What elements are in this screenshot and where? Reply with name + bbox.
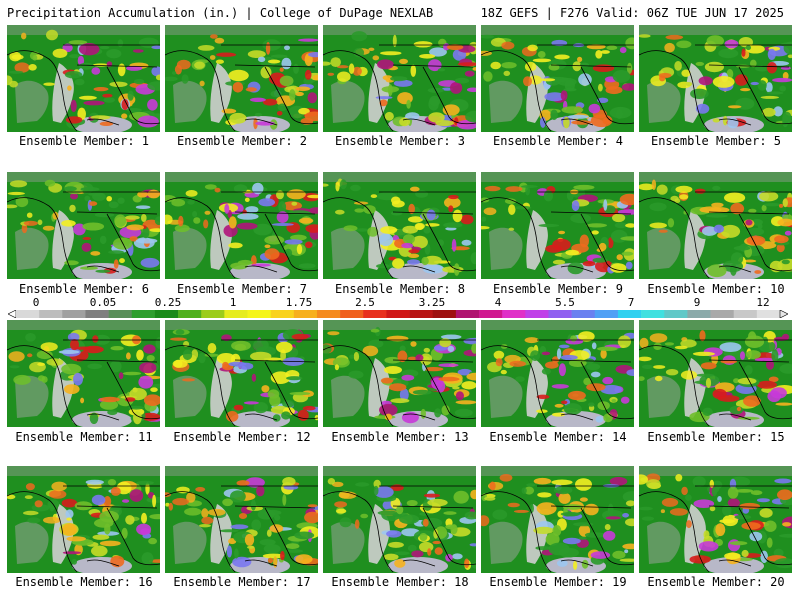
ensemble-member-map	[323, 172, 476, 279]
colorbar-swatch	[270, 310, 295, 318]
colorbar-swatch	[571, 310, 596, 318]
ensemble-member-label: Ensemble Member: 11	[15, 430, 153, 444]
colorbar-tick-label: 0	[32, 296, 40, 309]
colorbar-swatch	[108, 310, 133, 318]
ensemble-member-map	[481, 25, 634, 132]
colorbar-swatch	[502, 310, 526, 318]
ensemble-member-label: Ensemble Member: 15	[647, 430, 785, 444]
colorbar-swatch	[756, 310, 781, 318]
colorbar-swatch	[201, 310, 225, 318]
ensemble-member-map	[165, 466, 318, 573]
ensemble-member-map	[165, 25, 318, 132]
ensemble-member-label: Ensemble Member: 18	[331, 575, 469, 589]
colorbar-swatch	[247, 310, 271, 318]
ensemble-member-label: Ensemble Member: 12	[173, 430, 311, 444]
colorbar-swatch	[617, 310, 642, 318]
colorbar-tick-label: 3.25	[418, 296, 446, 309]
ensemble-member-map	[323, 25, 476, 132]
colorbar-tick-label: 7	[627, 296, 635, 309]
ensemble-member-label: Ensemble Member: 4	[492, 134, 624, 148]
ensemble-member-label: Ensemble Member: 1	[18, 134, 150, 148]
colorbar-swatch	[455, 310, 480, 318]
ensemble-member-label: Ensemble Member: 5	[650, 134, 782, 148]
colorbar-swatch	[594, 310, 619, 318]
ensemble-member-label: Ensemble Member: 2	[176, 134, 308, 148]
colorbar-swatch	[548, 310, 572, 318]
ensemble-member-map	[7, 25, 160, 132]
colorbar-swatch	[224, 310, 248, 318]
colorbar-tick-label: 2.5	[355, 296, 375, 309]
product-title: Precipitation Accumulation (in.) | Colle…	[7, 6, 434, 20]
colorbar-swatch	[316, 310, 341, 318]
ensemble-member-label: Ensemble Member: 19	[489, 575, 627, 589]
colorbar-tick-label: 9	[693, 296, 701, 309]
ensemble-member-label: Ensemble Member: 8	[334, 282, 466, 296]
colorbar-min-arrow	[8, 310, 17, 318]
precipitation-color-scale	[8, 310, 788, 318]
colorbar-tick-label: 1.75	[285, 296, 313, 309]
ensemble-member-label: Ensemble Member: 16	[15, 575, 153, 589]
colorbar-swatch	[409, 310, 434, 318]
ensemble-member-map	[165, 320, 318, 427]
colorbar-tick-label: 4	[494, 296, 502, 309]
colorbar-swatch	[363, 310, 387, 318]
ensemble-member-map	[481, 172, 634, 279]
colorbar-max-arrow	[779, 310, 788, 318]
ensemble-member-map	[165, 172, 318, 279]
map-header: Precipitation Accumulation (in.) | Colle…	[0, 0, 800, 22]
colorbar-swatch	[293, 310, 318, 318]
ensemble-member-map	[639, 320, 792, 427]
ensemble-member-label: Ensemble Member: 17	[173, 575, 311, 589]
colorbar-swatch	[525, 310, 549, 318]
ensemble-member-map	[7, 466, 160, 573]
ensemble-member-label: Ensemble Member: 3	[334, 134, 466, 148]
colorbar-tick-label: 0.25	[154, 296, 182, 309]
ensemble-member-label: Ensemble Member: 14	[489, 430, 627, 444]
colorbar-tick-label: 0.05	[89, 296, 117, 309]
colorbar-swatch	[710, 310, 734, 318]
colorbar-swatch	[664, 310, 688, 318]
colorbar-swatch	[62, 310, 86, 318]
colorbar-swatch	[131, 310, 156, 318]
colorbar-swatch	[154, 310, 179, 318]
ensemble-member-map	[639, 466, 792, 573]
colorbar-tick-label: 12	[756, 296, 770, 309]
colorbar-swatch	[178, 310, 202, 318]
run-valid-time: 18Z GEFS | F276 Valid: 06Z TUE JUN 17 20…	[480, 6, 784, 20]
ensemble-member-map	[639, 172, 792, 279]
colorbar-swatch	[641, 310, 665, 318]
ensemble-member-map	[323, 320, 476, 427]
colorbar-swatch	[479, 310, 503, 318]
ensemble-member-map	[323, 466, 476, 573]
colorbar-swatch	[687, 310, 711, 318]
ensemble-member-label: Ensemble Member: 13	[331, 430, 469, 444]
ensemble-member-map	[481, 466, 634, 573]
ensemble-member-map	[7, 172, 160, 279]
colorbar-tick-label: 5.5	[555, 296, 575, 309]
colorbar-swatch	[85, 310, 109, 318]
ensemble-member-map	[7, 320, 160, 427]
colorbar-swatch	[386, 310, 410, 318]
ensemble-member-label: Ensemble Member: 10	[647, 282, 785, 296]
colorbar-swatch	[432, 310, 457, 318]
ensemble-member-map	[639, 25, 792, 132]
ensemble-member-label: Ensemble Member: 7	[176, 282, 308, 296]
ensemble-member-label: Ensemble Member: 6	[18, 282, 150, 296]
ensemble-member-map	[481, 320, 634, 427]
colorbar-swatch	[340, 310, 364, 318]
colorbar-swatch	[16, 310, 40, 318]
ensemble-member-label: Ensemble Member: 20	[647, 575, 785, 589]
colorbar-swatch	[39, 310, 63, 318]
colorbar-tick-label: 1	[229, 296, 237, 309]
ensemble-member-label: Ensemble Member: 9	[492, 282, 624, 296]
colorbar-swatch	[733, 310, 758, 318]
